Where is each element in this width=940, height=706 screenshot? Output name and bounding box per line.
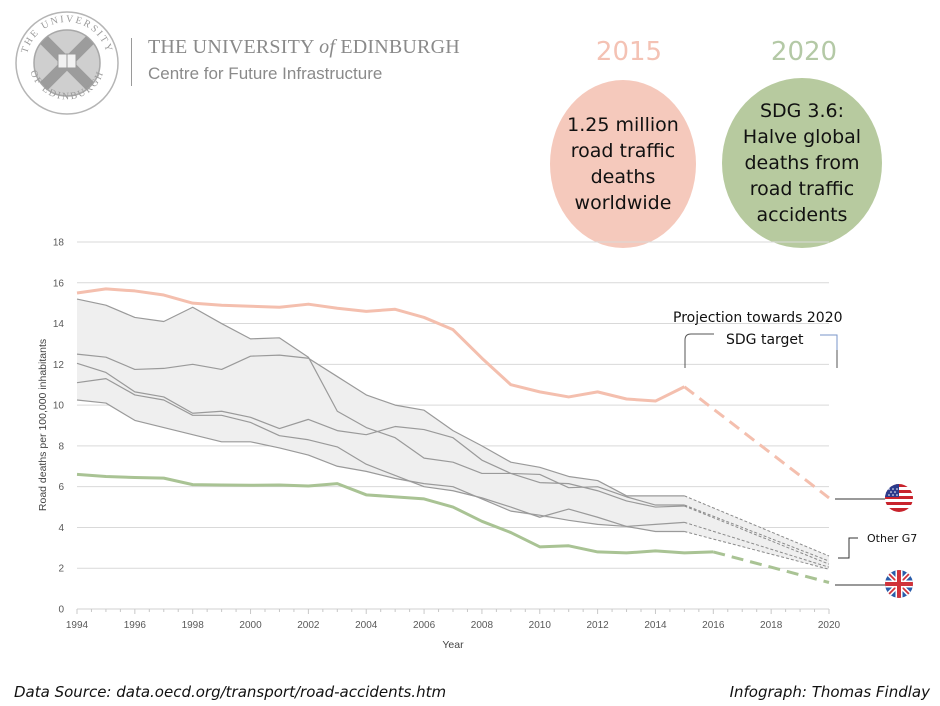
projection-bracket-left — [684, 333, 714, 368]
y-tick-label: 12 — [53, 360, 65, 371]
callout-year-2020: 2020 — [770, 37, 838, 67]
x-tick-label: 2010 — [529, 620, 552, 631]
projection-line-other-g7-d — [684, 521, 830, 568]
callout-line: deaths — [590, 166, 656, 188]
x-tick-label: 1998 — [182, 620, 205, 631]
y-tick-label: 6 — [58, 482, 64, 493]
y-tick-label: 16 — [53, 278, 65, 289]
logo-divider — [131, 38, 132, 86]
centre-name: Centre for Future Infrastructure — [148, 64, 383, 83]
other-g7-range-band — [77, 299, 829, 570]
infograph-credit: Infograph: Thomas Findlay — [729, 683, 930, 701]
y-axis-title: Road deaths per 100,000 inhabitants — [37, 339, 49, 511]
series-line-united-states — [76, 287, 686, 403]
x-tick-label: 2008 — [471, 620, 494, 631]
y-tick-label: 8 — [58, 441, 64, 452]
series-lines — [76, 287, 830, 584]
callout-circle-2015: 1.25 million road traffic deaths worldwi… — [550, 80, 696, 248]
university-name-part: THE UNIVERSITY — [148, 36, 314, 58]
y-tick-label: 10 — [53, 401, 65, 412]
data-source-text: Data Source: data.oecd.org/transport/roa… — [14, 683, 447, 701]
callout-line: road traffic — [749, 178, 855, 200]
university-name-of: of — [319, 36, 336, 58]
y-tick-label: 0 — [58, 605, 64, 616]
x-axis — [76, 608, 830, 614]
callout-line: SDG 3.6: — [759, 100, 845, 122]
x-tick-label: 2006 — [413, 620, 436, 631]
x-tick-label: 2012 — [586, 620, 609, 631]
callout-line: worldwide — [574, 192, 672, 214]
projection-line-other-g7-c — [684, 505, 830, 565]
callout-line: road traffic — [570, 140, 676, 162]
x-tick-label: 2020 — [818, 620, 841, 631]
projection-line-united-states — [683, 385, 830, 500]
projection-label-line2: SDG target — [726, 332, 804, 348]
university-seal-logo: THE UNIVERSITY OF EDINBURGH — [15, 11, 119, 115]
uk-flag-icon — [885, 570, 913, 598]
callout-line: accidents — [756, 204, 848, 226]
projection-label-line1: Projection towards 2020 — [673, 310, 843, 326]
callout-line: 1.25 million — [567, 114, 679, 136]
series-line-other-g7-e — [76, 399, 685, 533]
series-line-other-g7-d — [76, 378, 685, 528]
callout-circle-2020: SDG 3.6: Halve global deaths from road t… — [722, 78, 882, 248]
y-tick-label: 4 — [58, 523, 64, 534]
usa-flag-icon — [885, 484, 913, 512]
x-tick-label: 2002 — [297, 620, 320, 631]
series-line-other-g7-b — [76, 353, 685, 497]
projection-line-united-kingdom — [712, 550, 830, 584]
x-tick-label: 2016 — [702, 620, 725, 631]
y-tick-label: 18 — [53, 238, 65, 249]
x-tick-labels: 1994 1996 1998 2000 2002 2004 2006 2008 2010 2012… — [66, 620, 841, 631]
projection-bracket-right — [820, 334, 838, 368]
x-tick-label: 2000 — [239, 620, 262, 631]
series-line-united-kingdom — [76, 472, 714, 555]
x-axis-title: Year — [442, 639, 464, 651]
callout-year-2015: 2015 — [595, 37, 663, 67]
x-tick-label: 2004 — [355, 620, 378, 631]
y-tick-label: 14 — [53, 319, 65, 330]
y-tick-labels: 0 2 4 6 8 10 12 14 16 18 — [53, 238, 65, 616]
projection-line-other-g7-a — [684, 504, 830, 562]
x-tick-label: 1994 — [66, 620, 89, 631]
projection-line-other-g7-b — [684, 495, 830, 557]
other-g7-band — [77, 299, 829, 570]
university-name-city: EDINBURGH — [340, 36, 460, 58]
callout-line: Halve global — [742, 126, 862, 148]
series-line-other-g7-c — [76, 362, 685, 508]
x-tick-label: 2018 — [760, 620, 783, 631]
x-tick-label: 1996 — [124, 620, 147, 631]
other-g7-label: Other G7 — [867, 532, 917, 545]
other-g7-bracket — [838, 537, 858, 559]
callout-line: deaths from — [744, 152, 860, 174]
university-name: THE UNIVERSITY of EDINBURGH — [148, 36, 460, 59]
y-tick-label: 2 — [58, 564, 64, 575]
x-tick-label: 2014 — [644, 620, 667, 631]
